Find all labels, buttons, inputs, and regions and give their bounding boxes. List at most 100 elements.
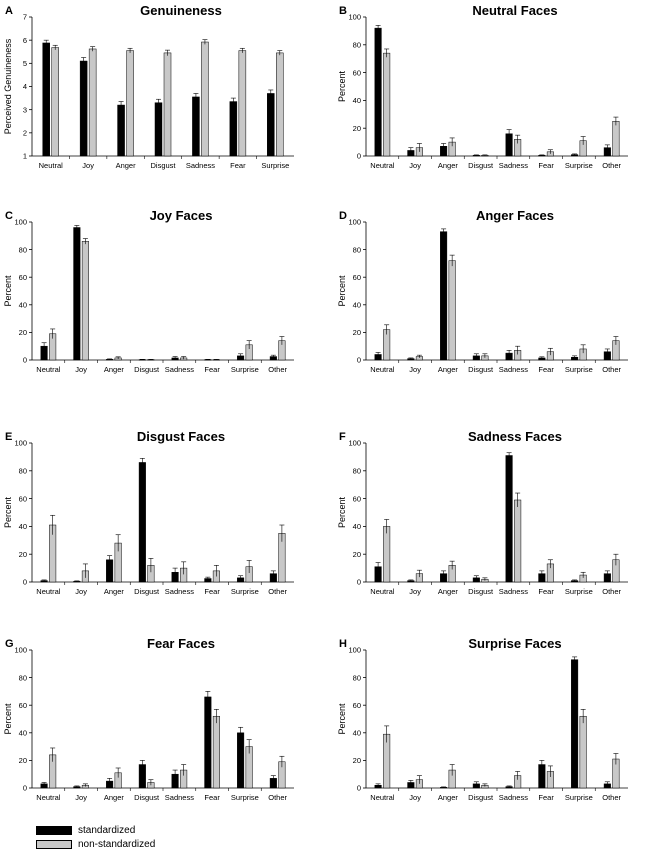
- x-tick-label: Fear: [538, 365, 554, 374]
- x-tick-label: Neutral: [39, 161, 64, 170]
- y-tick-label: 3: [23, 105, 27, 114]
- x-tick-label: Sadness: [499, 365, 528, 374]
- x-tick-label: Anger: [104, 365, 125, 374]
- panel-b: B Neutral Faces Percent 0 20 40 60 80 100 Neutral…: [337, 3, 628, 170]
- y-tick-label: 60: [19, 701, 27, 710]
- x-tick-label: Anger: [438, 161, 459, 170]
- y-tick-label: 0: [357, 152, 361, 161]
- y-tick-label: 20: [353, 756, 361, 765]
- x-tick-label: Sadness: [499, 161, 528, 170]
- x-tick-label: Surprise: [565, 365, 593, 374]
- panel-h: H Surprise Faces Percent 0 20 40 60 80 100 Neutra…: [337, 636, 628, 802]
- x-tick-label: Disgust: [134, 793, 160, 802]
- y-tick-label: 5: [23, 59, 27, 68]
- x-tick-label: Surprise: [231, 365, 259, 374]
- bar-non-standardized: [383, 52, 391, 157]
- panel-g: G Fear Faces Percent 0 20 40 60 80 100 Neutral Joy…: [3, 636, 294, 802]
- panel-f: F Sadness Faces Percent 0 20 40 60 80 100 Neutral…: [337, 429, 628, 596]
- x-tick-label: Surprise: [565, 793, 593, 802]
- x-tick-label: Surprise: [565, 587, 593, 596]
- x-tick-label: Other: [602, 365, 621, 374]
- y-tick-label: 40: [19, 301, 27, 310]
- y-tick-label: 100: [348, 13, 361, 22]
- panel-letter: F: [339, 431, 346, 443]
- x-tick-label: Disgust: [468, 587, 494, 596]
- y-tick-label: 0: [23, 784, 27, 793]
- bar-standardized: [267, 93, 275, 157]
- x-tick-label: Anger: [104, 587, 125, 596]
- x-tick-label: Disgust: [468, 793, 494, 802]
- panel-title: Neutral Faces: [472, 3, 557, 18]
- y-tick-label: 60: [353, 494, 361, 503]
- bar-standardized: [237, 732, 245, 789]
- x-tick-label: Joy: [75, 365, 87, 374]
- panel-letter: A: [5, 5, 13, 17]
- y-axis-label: Percent: [337, 496, 347, 528]
- x-tick-label: Disgust: [468, 365, 494, 374]
- y-tick-label: 1: [23, 152, 27, 161]
- x-tick-label: Anger: [116, 161, 137, 170]
- bar-standardized: [138, 462, 146, 583]
- y-tick-label: 20: [353, 328, 361, 337]
- y-tick-label: 80: [353, 467, 361, 476]
- legend-swatch-non-standardized: [36, 839, 72, 849]
- bar-non-standardized: [514, 499, 522, 583]
- y-tick-label: 6: [23, 36, 27, 45]
- y-tick-label: 60: [19, 273, 27, 282]
- y-tick-label: 0: [23, 578, 27, 587]
- x-tick-label: Disgust: [134, 587, 160, 596]
- bar-standardized: [117, 104, 125, 157]
- x-tick-label: Sadness: [165, 365, 194, 374]
- x-tick-label: Neutral: [36, 793, 61, 802]
- bar-standardized: [42, 42, 50, 157]
- bar-non-standardized: [448, 260, 456, 361]
- bar-non-standardized: [51, 47, 59, 157]
- y-tick-label: 80: [19, 673, 27, 682]
- y-axis-label: Percent: [3, 496, 13, 528]
- legend-item-standardized: standardized: [36, 823, 155, 837]
- panel-e: E Disgust Faces Percent 0 20 40 60 80 100 Neutral…: [3, 429, 294, 596]
- x-tick-label: Disgust: [468, 161, 494, 170]
- y-axis-label: Percent: [337, 70, 347, 102]
- x-tick-label: Neutral: [36, 365, 61, 374]
- legend-label-non-standardized: non-standardized: [78, 838, 156, 850]
- x-tick-label: Disgust: [134, 365, 160, 374]
- panel-title: Sadness Faces: [468, 429, 562, 444]
- y-tick-label: 0: [357, 356, 361, 365]
- y-axis-label: Perceived Genuineness: [3, 38, 13, 134]
- bar-non-standardized: [81, 241, 89, 361]
- x-tick-label: Other: [602, 793, 621, 802]
- panel-d: D Anger Faces Percent 0 20 40 60 80 100 Neutral Jo…: [337, 208, 628, 374]
- y-tick-label: 20: [19, 756, 27, 765]
- x-tick-label: Fear: [204, 365, 220, 374]
- y-tick-label: 40: [353, 96, 361, 105]
- panel-letter: C: [5, 210, 13, 222]
- x-tick-label: Anger: [104, 793, 125, 802]
- x-tick-label: Joy: [75, 793, 87, 802]
- y-tick-label: 40: [19, 729, 27, 738]
- bar-non-standardized: [612, 121, 620, 157]
- y-tick-label: 80: [353, 245, 361, 254]
- panel-title: Disgust Faces: [137, 429, 225, 444]
- y-tick-label: 100: [348, 218, 361, 227]
- x-tick-label: Other: [268, 365, 287, 374]
- x-tick-label: Joy: [409, 793, 421, 802]
- y-tick-label: 2: [23, 129, 27, 138]
- x-tick-label: Fear: [230, 161, 246, 170]
- bar-non-standardized: [212, 715, 220, 789]
- panel-letter: E: [5, 431, 12, 443]
- y-tick-label: 80: [19, 467, 27, 476]
- y-tick-label: 20: [353, 124, 361, 133]
- y-tick-label: 0: [357, 784, 361, 793]
- x-tick-label: Anger: [438, 793, 459, 802]
- y-tick-label: 40: [353, 301, 361, 310]
- x-tick-label: Fear: [204, 793, 220, 802]
- legend-swatch-standardized: [36, 825, 72, 835]
- x-tick-label: Anger: [438, 365, 459, 374]
- x-tick-label: Joy: [82, 161, 94, 170]
- bar-non-standardized: [88, 48, 97, 157]
- y-axis-label: Percent: [3, 275, 13, 307]
- x-tick-label: Sadness: [499, 793, 528, 802]
- x-tick-label: Fear: [538, 587, 554, 596]
- panel-title: Genuineness: [140, 3, 222, 18]
